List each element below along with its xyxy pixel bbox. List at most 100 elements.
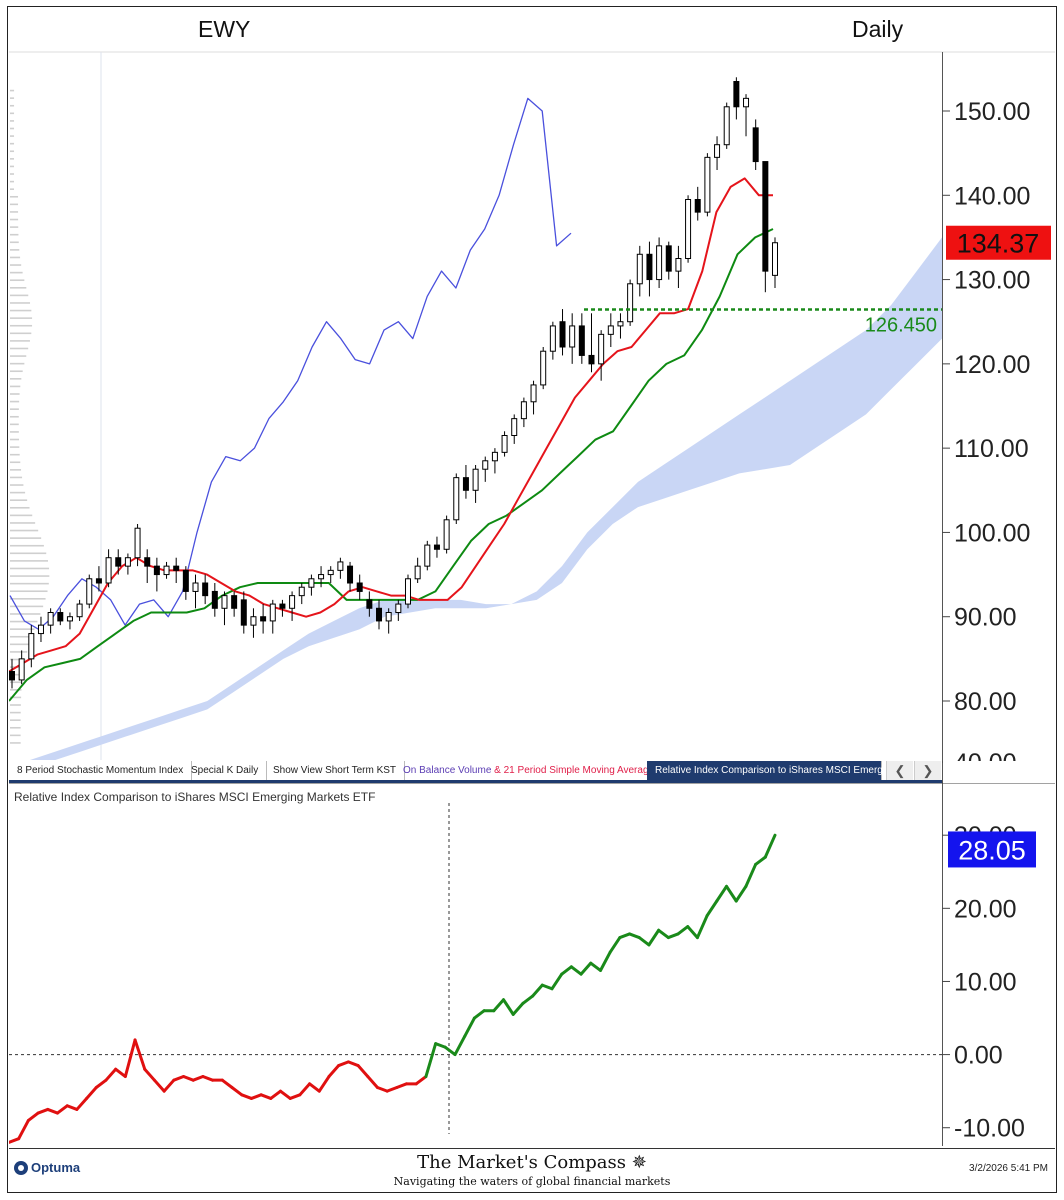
relative-index-segment <box>618 932 632 940</box>
tab-sma-label: & 21 Period Simple Moving Average <box>491 765 655 776</box>
last-price-badge <box>946 225 1051 260</box>
relative-tick-label: 20.00 <box>954 895 1017 923</box>
tab-next-arrow-icon[interactable]: ❯ <box>914 761 941 780</box>
price-candle <box>173 557 180 583</box>
price-candle <box>511 414 518 444</box>
brand-name: The Market's Compass ✵ <box>0 1152 1064 1173</box>
candle-body <box>646 253 653 281</box>
price-candle <box>337 557 344 579</box>
price-candle <box>665 241 672 280</box>
volume-profile-bar <box>10 173 15 175</box>
brand-block: The Market's Compass ✵ Navigating the wa… <box>0 1152 1064 1188</box>
volume-profile-bar <box>10 89 15 92</box>
upper-plot-area <box>9 52 942 760</box>
tab-relative-index[interactable]: Relative Index Comparison to iShares MSC… <box>647 761 893 780</box>
volume-profile-bar <box>10 620 38 623</box>
volume-profile-bar <box>10 499 28 501</box>
candle-body <box>714 144 721 158</box>
price-tick-label: 130.00 <box>954 267 1030 295</box>
volume-profile-bar <box>10 203 19 206</box>
relative-index-segment <box>308 1082 321 1093</box>
tab-stochastic-momentum[interactable]: 8 Period Stochastic Momentum Index <box>9 761 193 780</box>
volume-profile-bar <box>10 689 22 691</box>
price-candle <box>124 553 131 575</box>
price-candle <box>57 608 64 626</box>
relative-index-segment <box>152 1078 166 1093</box>
volume-profile-bar <box>10 362 25 365</box>
candle-body <box>376 607 383 622</box>
price-candle <box>501 431 508 457</box>
volume-profile-bar <box>10 400 20 403</box>
volume-profile-bar <box>10 264 22 266</box>
candle-body <box>395 603 402 613</box>
volume-profile-bar <box>10 104 15 107</box>
relative-index-segment <box>705 899 719 918</box>
volume-profile-bar <box>10 271 23 274</box>
relative-index-segment <box>17 1118 30 1141</box>
price-candle <box>694 186 701 221</box>
relative-index-segment <box>337 1060 350 1068</box>
optuma-logo: Optuma <box>14 1160 80 1175</box>
relative-index-segment <box>647 928 661 947</box>
relative-index-segment <box>511 1001 525 1016</box>
candle-body <box>347 565 354 584</box>
price-candle <box>714 136 721 170</box>
volume-profile-bar <box>10 628 35 630</box>
lower-plot-area <box>9 803 942 1144</box>
relative-index-segment <box>472 1009 486 1020</box>
relative-index-segment <box>598 950 612 972</box>
price-candle <box>298 583 305 605</box>
candle-body <box>665 245 672 272</box>
timestamp: 3/2/2026 5:41 PM <box>969 1163 1048 1174</box>
relative-index-segment <box>346 1060 360 1068</box>
candle-body <box>443 519 450 550</box>
relative-index-segment <box>55 1104 69 1115</box>
candle-body <box>308 578 315 588</box>
candle-body <box>260 616 267 622</box>
tab-prev-arrow-icon[interactable]: ❮ <box>886 761 913 780</box>
volume-profile-bar <box>10 150 15 153</box>
tab-short-term-kst[interactable]: Show View Short Term KST <box>265 761 406 780</box>
volume-profile-bar <box>10 97 15 99</box>
price-candle <box>366 591 373 617</box>
relative-index-segment <box>579 961 593 976</box>
candle-body <box>124 557 131 567</box>
tab-on-balance-volume[interactable]: On Balance Volume & 21 Period Simple Mov… <box>395 761 664 780</box>
price-candle <box>443 515 450 554</box>
kijun-line <box>9 228 774 702</box>
relative-index-segment <box>104 1067 118 1082</box>
tab-special-k[interactable]: Special K Daily <box>183 761 268 780</box>
relative-index-segment <box>356 1064 370 1079</box>
volume-profile-bar <box>10 582 49 585</box>
volume-profile-bar <box>10 287 27 289</box>
candle-body <box>482 460 489 470</box>
ichimoku-cloud <box>30 237 942 760</box>
candle-body <box>269 603 276 622</box>
relative-index-segment <box>686 925 699 940</box>
price-candle <box>723 102 730 149</box>
candle-body <box>588 354 595 365</box>
relative-index-segment <box>249 1093 263 1100</box>
relative-index-segment <box>657 928 670 940</box>
relative-index-segment <box>94 1078 108 1089</box>
price-candle <box>588 313 595 373</box>
candle-body <box>385 612 392 622</box>
price-candle <box>636 245 643 297</box>
candle-body <box>37 624 44 635</box>
axis-mask <box>943 761 1055 783</box>
volume-profile-bar <box>10 135 15 137</box>
relative-index-segment <box>725 884 738 903</box>
relative-index-segment <box>327 1064 341 1079</box>
price-candle <box>530 380 537 415</box>
candle-body <box>501 435 508 453</box>
candle-body <box>704 156 711 213</box>
price-candle <box>520 397 527 428</box>
price-candle <box>9 658 15 689</box>
price-candle <box>115 549 122 575</box>
volume-profile-bar <box>10 529 39 532</box>
relative-index-segment <box>278 1089 292 1100</box>
candle-body <box>530 384 537 403</box>
volume-profile-bar <box>10 590 48 593</box>
price-candle <box>144 549 151 583</box>
candle-body <box>279 603 286 609</box>
